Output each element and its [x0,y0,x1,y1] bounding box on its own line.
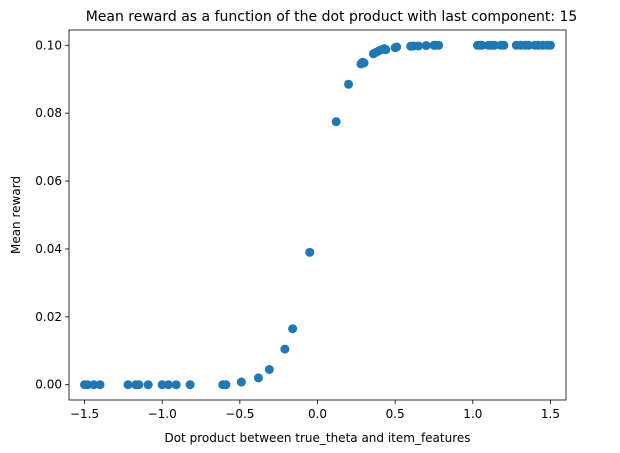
scatter-point [89,380,99,390]
scatter-point [477,40,487,50]
scatter-point [359,58,369,68]
y-axis: 0.00 0.02 0.04 0.06 0.08 0.10 [35,38,69,392]
plot-frame [68,29,567,401]
scatter-point [264,364,274,374]
scatter-point [157,380,167,390]
x-tick-label: −0.5 [225,407,254,421]
scatter-point [524,40,534,50]
x-tick-label: −1.5 [70,407,99,421]
x-axis: −1.5 −1.0 −0.5 0.0 0.5 1.0 1.5 [70,400,560,421]
chart-title: Mean reward as a function of the dot pro… [86,9,578,25]
x-axis-label: Dot product between true_theta and item_… [164,431,470,445]
scatter-point [499,40,509,50]
scatter-point [490,40,500,50]
scatter-point [545,40,555,50]
x-tick-label: −1.0 [148,407,177,421]
scatter-point [185,380,195,390]
scatter-point [288,324,298,334]
scatter-point [331,117,341,127]
x-tick-label: 0.0 [308,407,327,421]
x-tick-label: 1.5 [541,407,560,421]
scatter-point [163,380,173,390]
scatter-point [434,40,444,50]
scatter-point [344,79,354,89]
y-tick-label: 0.10 [35,38,62,52]
y-tick-label: 0.06 [35,174,62,188]
y-tick-label: 0.00 [35,378,62,392]
points-layer [80,40,555,390]
scatter-point [95,380,105,390]
scatter-point [134,380,144,390]
scatter-point [381,45,391,55]
y-tick-label: 0.02 [35,310,62,324]
scatter-point [236,377,246,387]
y-axis-label: Mean reward [9,176,23,254]
scatter-point [392,42,402,52]
y-tick-label: 0.04 [35,242,62,256]
scatter-point [305,247,315,257]
scatter-point [280,344,290,354]
scatter-point [171,380,181,390]
scatter-point [143,380,153,390]
scatter-point [253,373,263,383]
x-tick-label: 1.0 [463,407,482,421]
scatter-point [221,380,231,390]
y-tick-label: 0.08 [35,106,62,120]
scatter-point [413,41,423,51]
scatter-point [123,380,133,390]
x-tick-label: 0.5 [386,407,405,421]
scatter-point [83,380,93,390]
scatter-point [421,41,431,51]
